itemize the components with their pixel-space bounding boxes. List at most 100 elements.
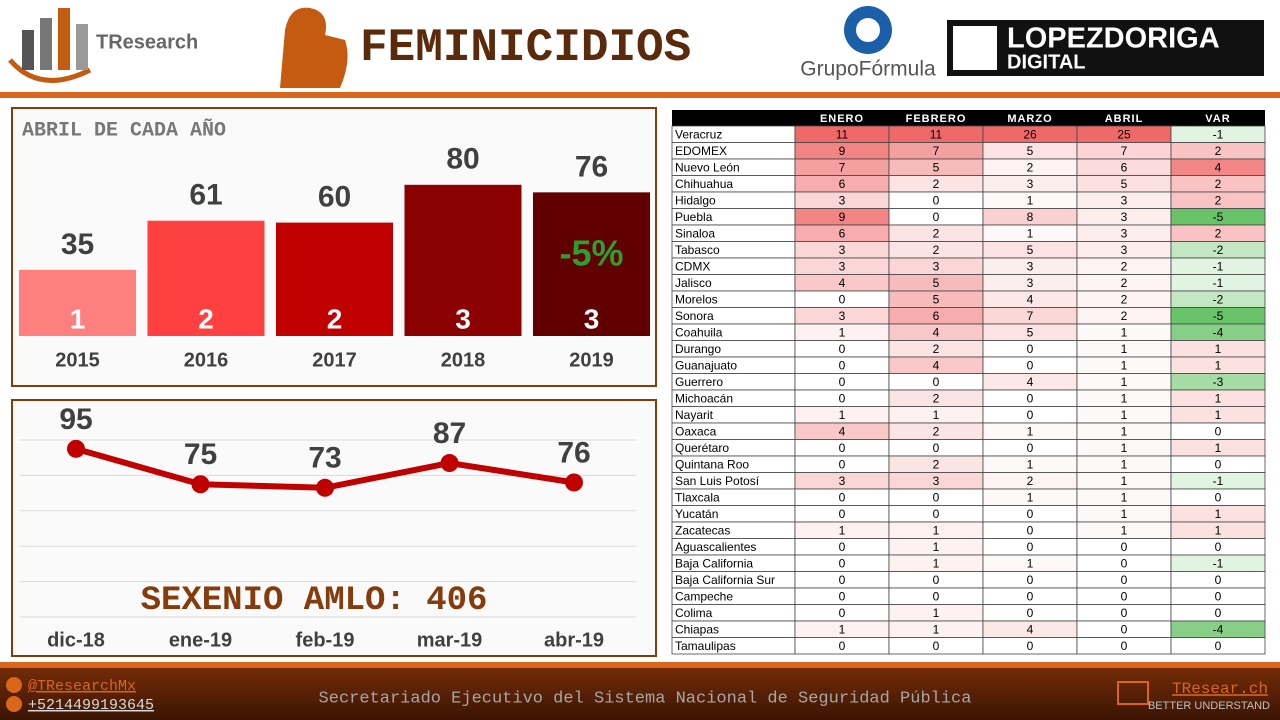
cell-value: 9 <box>839 210 846 224</box>
cell-value: -3 <box>1213 375 1224 389</box>
cell-value: 0 <box>933 490 940 504</box>
row-name: Baja California Sur <box>675 573 775 587</box>
partner-logo-inner <box>856 18 880 42</box>
row-name: Hidalgo <box>675 193 716 207</box>
cell-value: 1 <box>1121 342 1128 356</box>
cell-value: 3 <box>1027 259 1034 273</box>
cell-value: -1 <box>1213 474 1224 488</box>
cell-value: 2 <box>1027 160 1034 174</box>
annotation: -5% <box>559 233 623 274</box>
value-label: 61 <box>189 179 222 212</box>
cell-value: 5 <box>933 160 940 174</box>
cell-value: 1 <box>1121 358 1128 372</box>
bar-inner-label: 2 <box>198 303 214 334</box>
brand-logo-bar <box>40 18 52 70</box>
cell-value: 0 <box>1027 358 1034 372</box>
cell-value: -1 <box>1213 259 1224 273</box>
cell-value: 2 <box>1215 177 1222 191</box>
cell-value: 7 <box>839 160 846 174</box>
point <box>67 439 85 458</box>
x-tick-label: 2016 <box>184 349 229 371</box>
cell-value: 1 <box>839 622 846 636</box>
cell-value: 0 <box>839 457 846 471</box>
twitter-handle[interactable]: @TResearchMx <box>28 678 136 695</box>
cell-value: 4 <box>1027 375 1034 389</box>
cell-value: 0 <box>839 540 846 554</box>
cell-value: 0 <box>1121 639 1128 653</box>
cell-value: 1 <box>1121 457 1128 471</box>
cell-value: 1 <box>1121 375 1128 389</box>
point <box>316 478 334 497</box>
bar-inner-label: 1 <box>70 303 86 334</box>
cell-value: 1 <box>1215 507 1222 521</box>
cell-value: 3 <box>839 243 846 257</box>
cell-value: 7 <box>1121 144 1128 158</box>
bar-chart-title: ABRIL DE CADA AÑO <box>22 118 226 142</box>
brand-logo-bar <box>58 8 70 70</box>
cell-value: 0 <box>839 441 846 455</box>
cell-value: 2 <box>1215 144 1222 158</box>
cell-value: 0 <box>1215 457 1222 471</box>
row-name: Yucatán <box>675 507 718 521</box>
value-label: 35 <box>61 228 94 261</box>
site[interactable]: TResear.ch <box>1172 680 1268 698</box>
value-label: 76 <box>575 150 608 183</box>
cell-value: 3 <box>1121 226 1128 240</box>
footer-band <box>0 662 1280 720</box>
cell-value: 0 <box>839 556 846 570</box>
cell-value: 1 <box>1121 424 1128 438</box>
cell-value: 1 <box>1027 556 1034 570</box>
cell-value: 0 <box>1027 523 1034 537</box>
cell-value: 1 <box>1215 342 1222 356</box>
cell-value: 1 <box>839 325 846 339</box>
cell-value: 0 <box>839 358 846 372</box>
footer-rule <box>0 662 1280 668</box>
row-name: Sinaloa <box>675 226 715 240</box>
cell-value: 1 <box>1121 441 1128 455</box>
cell-value: 2 <box>1215 193 1222 207</box>
cell-value: 0 <box>839 639 846 653</box>
cell-value: 2 <box>933 226 940 240</box>
cell-value: 0 <box>839 490 846 504</box>
cell-value: 0 <box>933 210 940 224</box>
value-label: 95 <box>59 403 92 436</box>
site-icon <box>1117 681 1149 705</box>
cell-value: 4 <box>1215 160 1222 174</box>
cell-value: -1 <box>1213 276 1224 290</box>
cell-value: 0 <box>1121 540 1128 554</box>
row-name: Tabasco <box>675 243 720 257</box>
cell-value: 3 <box>839 259 846 273</box>
cell-value: 1 <box>1121 408 1128 422</box>
point <box>565 473 583 492</box>
annotation: SEXENIO AMLO: 406 <box>141 582 488 620</box>
x-tick-label: ene-19 <box>169 629 232 651</box>
column-header: FEBRERO <box>906 113 967 125</box>
row-name: Aguascalientes <box>675 540 756 554</box>
cell-value: 2 <box>1215 226 1222 240</box>
cell-value: -1 <box>1213 556 1224 570</box>
cell-value: 7 <box>1027 309 1034 323</box>
cell-value: 0 <box>933 573 940 587</box>
point <box>440 454 459 473</box>
row-name: Michoacán <box>675 391 733 405</box>
cell-value: 1 <box>933 408 940 422</box>
cell-value: 0 <box>839 606 846 620</box>
row-name: Campeche <box>675 589 733 603</box>
cell-value: 2 <box>933 391 940 405</box>
cell-value: 7 <box>933 144 940 158</box>
cell-value: 11 <box>836 127 849 141</box>
cell-value: 0 <box>1215 424 1222 438</box>
cell-value: 0 <box>1027 589 1034 603</box>
cell-value: 25 <box>1117 127 1131 141</box>
cell-value: 1 <box>1121 523 1128 537</box>
phone[interactable]: +5214499193645 <box>28 697 154 714</box>
page-title: FEMINICIDIOS <box>360 22 691 74</box>
cell-value: 1 <box>1027 424 1034 438</box>
twitter-icon <box>6 677 22 693</box>
row-name: Morelos <box>675 292 718 306</box>
partner-2-name: LOPEZDORIGA <box>1007 23 1220 55</box>
row-name: Nuevo León <box>675 160 740 174</box>
row-name: Querétaro <box>675 441 729 455</box>
cell-value: 1 <box>1215 408 1222 422</box>
